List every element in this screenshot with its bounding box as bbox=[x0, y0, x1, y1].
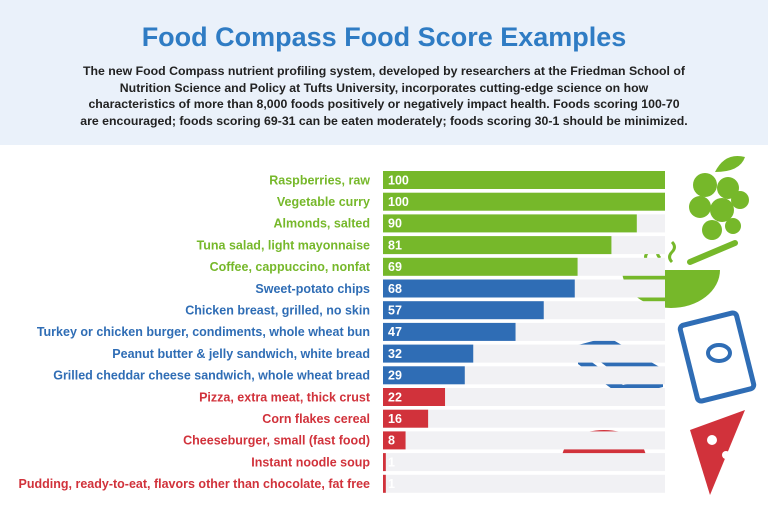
value-label: 8 bbox=[388, 434, 395, 448]
bar bbox=[383, 279, 575, 298]
category-label: Pudding, ready-to-eat, flavors other tha… bbox=[19, 477, 370, 491]
bar bbox=[383, 431, 406, 450]
category-label: Vegetable curry bbox=[277, 195, 370, 209]
bar bbox=[383, 322, 516, 341]
value-label: 81 bbox=[388, 238, 402, 252]
value-label: 22 bbox=[388, 390, 402, 404]
bar bbox=[383, 474, 386, 493]
value-label: 1 bbox=[388, 477, 395, 491]
category-label: Turkey or chicken burger, condiments, wh… bbox=[37, 325, 370, 339]
category-label: Corn flakes cereal bbox=[262, 412, 370, 426]
category-label: Instant noodle soup bbox=[251, 455, 370, 469]
value-label: 100 bbox=[388, 195, 409, 209]
bar bbox=[383, 388, 446, 406]
value-label: 16 bbox=[388, 412, 402, 426]
value-label: 47 bbox=[388, 325, 402, 339]
value-label: 90 bbox=[388, 217, 402, 231]
value-label: 100 bbox=[388, 173, 409, 187]
category-label: Tuna salad, light mayonnaise bbox=[197, 238, 370, 252]
value-label: 32 bbox=[388, 347, 402, 361]
grapes-icon bbox=[689, 156, 749, 240]
value-label: 57 bbox=[388, 303, 402, 317]
bar-track bbox=[383, 453, 665, 472]
chips-icon bbox=[677, 310, 757, 404]
bar bbox=[383, 257, 578, 276]
category-label: Raspberries, raw bbox=[269, 173, 370, 187]
bar-track bbox=[383, 409, 665, 428]
value-label: 29 bbox=[388, 369, 402, 383]
category-label: Chicken breast, grilled, no skin bbox=[185, 303, 370, 317]
bar-track bbox=[383, 474, 665, 493]
value-label: 69 bbox=[388, 260, 402, 274]
bar bbox=[383, 171, 665, 189]
pizza-icon bbox=[690, 410, 745, 495]
header: Food Compass Food Score Examples The new… bbox=[0, 0, 768, 145]
category-label: Coffee, cappuccino, nonfat bbox=[210, 260, 371, 274]
category-label: Cheeseburger, small (fast food) bbox=[183, 434, 370, 448]
bar bbox=[383, 366, 465, 385]
bar bbox=[383, 453, 386, 472]
bar bbox=[383, 214, 637, 233]
value-label: 1 bbox=[388, 455, 395, 469]
category-label: Peanut butter & jelly sandwich, white br… bbox=[112, 347, 370, 361]
category-label: Pizza, extra meat, thick crust bbox=[199, 390, 371, 404]
chart-title: Food Compass Food Score Examples bbox=[141, 22, 627, 52]
bar-track bbox=[383, 431, 665, 450]
bar bbox=[383, 192, 665, 211]
chart-subtitle: The new Food Compass nutrient profiling … bbox=[80, 64, 688, 128]
bar bbox=[383, 409, 429, 428]
category-label: Almonds, salted bbox=[273, 217, 370, 231]
category-label: Grilled cheddar cheese sandwich, whole w… bbox=[53, 369, 370, 383]
bar bbox=[383, 236, 612, 255]
bar-track bbox=[383, 388, 665, 406]
category-label: Sweet-potato chips bbox=[255, 282, 370, 296]
value-label: 68 bbox=[388, 282, 402, 296]
bar bbox=[383, 301, 544, 320]
bar bbox=[383, 344, 474, 363]
